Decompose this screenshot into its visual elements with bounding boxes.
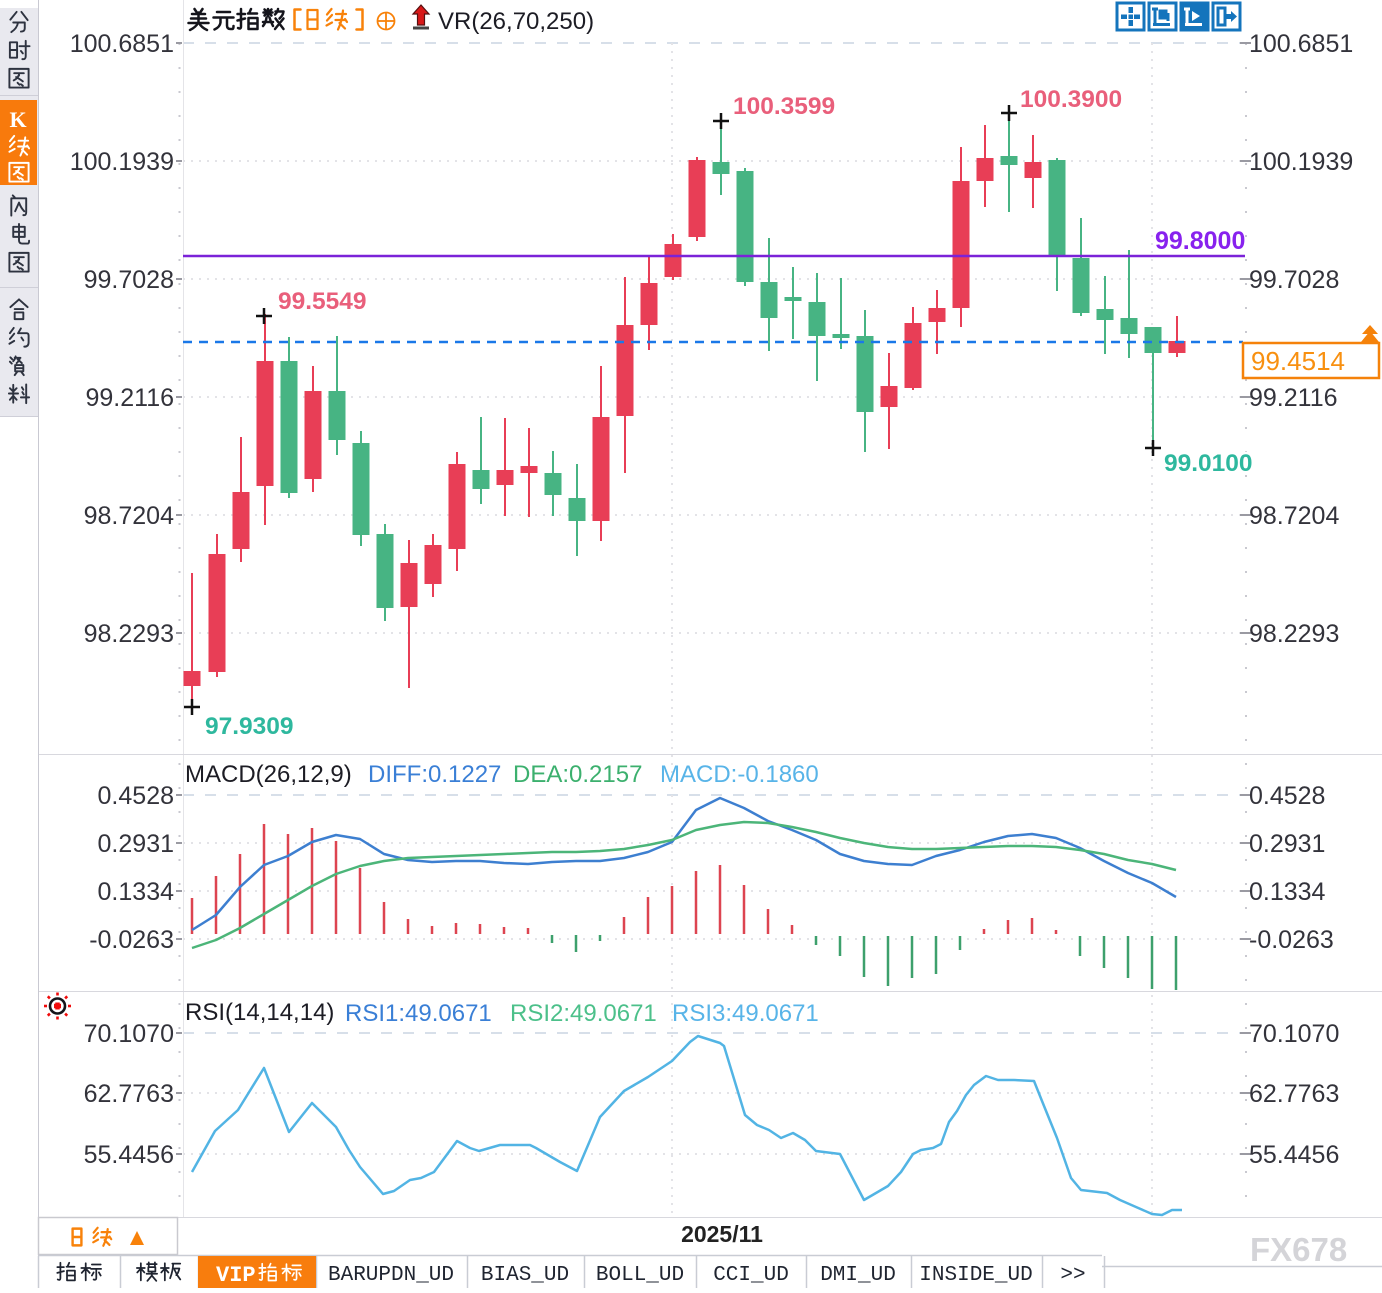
svg-text:100.1939: 100.1939 — [70, 148, 174, 176]
svg-text:0.4528: 0.4528 — [98, 782, 174, 810]
svg-text:>>: >> — [1060, 1264, 1085, 1287]
svg-text:K: K — [9, 107, 26, 132]
svg-text:0.1334: 0.1334 — [1249, 878, 1326, 906]
svg-text:97.9309: 97.9309 — [205, 713, 294, 740]
svg-text:99.7028: 99.7028 — [1249, 266, 1339, 294]
svg-text:98.7204: 98.7204 — [84, 502, 174, 530]
svg-text:100.6851: 100.6851 — [1249, 30, 1353, 58]
svg-text:99.2116: 99.2116 — [85, 384, 174, 412]
svg-text:70.1070: 70.1070 — [1249, 1020, 1339, 1048]
svg-text:55.4456: 55.4456 — [1249, 1141, 1339, 1169]
svg-text:0.4528: 0.4528 — [1249, 782, 1325, 810]
svg-text:RSI2:49.0671: RSI2:49.0671 — [510, 1000, 657, 1027]
svg-text:BIAS_UD: BIAS_UD — [481, 1264, 569, 1287]
svg-text:99.0100: 99.0100 — [1164, 450, 1253, 477]
svg-text:DIFF:0.1227: DIFF:0.1227 — [368, 761, 501, 788]
svg-text:RSI3:49.0671: RSI3:49.0671 — [672, 1000, 819, 1027]
svg-text:100.6851: 100.6851 — [70, 30, 174, 58]
svg-text:70.1070: 70.1070 — [84, 1020, 174, 1048]
svg-text:BOLL_UD: BOLL_UD — [596, 1264, 684, 1287]
svg-text:99.8000: 99.8000 — [1155, 227, 1245, 255]
svg-text:DEA:0.2157: DEA:0.2157 — [513, 761, 642, 788]
svg-text:RSI1:49.0671: RSI1:49.0671 — [345, 1000, 492, 1027]
svg-text:CCI_UD: CCI_UD — [713, 1264, 789, 1287]
svg-text:2025/11: 2025/11 — [681, 1221, 763, 1247]
svg-text:-0.0263: -0.0263 — [1249, 926, 1334, 954]
svg-text:MACD:-0.1860: MACD:-0.1860 — [660, 761, 819, 788]
svg-text:0.1334: 0.1334 — [98, 878, 175, 906]
svg-text:100.3599: 100.3599 — [733, 93, 835, 120]
svg-text:VIP: VIP — [216, 1263, 256, 1288]
svg-text:MACD(26,12,9): MACD(26,12,9) — [185, 761, 352, 788]
svg-text:BARUPDN_UD: BARUPDN_UD — [328, 1264, 454, 1287]
svg-text:99.7028: 99.7028 — [84, 266, 174, 294]
svg-text:99.2116: 99.2116 — [1249, 384, 1338, 412]
svg-text:INSIDE_UD: INSIDE_UD — [919, 1264, 1032, 1287]
svg-text:FX678: FX678 — [1250, 1231, 1347, 1268]
svg-text:55.4456: 55.4456 — [84, 1141, 174, 1169]
svg-text:100.3900: 100.3900 — [1020, 86, 1122, 113]
svg-text:-0.0263: -0.0263 — [89, 926, 174, 954]
svg-text:99.5549: 99.5549 — [278, 288, 367, 315]
svg-text:100.1939: 100.1939 — [1249, 148, 1353, 176]
svg-text:RSI(14,14,14): RSI(14,14,14) — [185, 999, 334, 1026]
svg-text:99.4514: 99.4514 — [1251, 346, 1345, 376]
svg-text:98.2293: 98.2293 — [1249, 620, 1339, 648]
svg-text:0.2931: 0.2931 — [98, 830, 174, 858]
svg-text:98.7204: 98.7204 — [1249, 502, 1339, 530]
svg-text:0.2931: 0.2931 — [1249, 830, 1325, 858]
svg-text:62.7763: 62.7763 — [84, 1080, 174, 1108]
svg-text:DMI_UD: DMI_UD — [820, 1264, 896, 1287]
svg-text:VR(26,70,250): VR(26,70,250) — [438, 8, 594, 35]
svg-text:62.7763: 62.7763 — [1249, 1080, 1339, 1108]
svg-text:98.2293: 98.2293 — [84, 620, 174, 648]
